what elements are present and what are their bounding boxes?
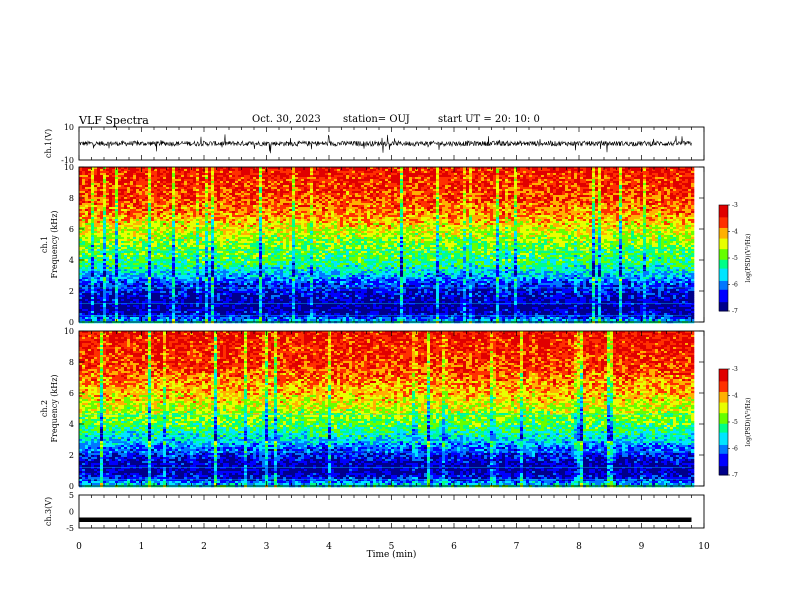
x-tick-label: 0 [76, 542, 82, 552]
ch1-spectrogram-ytick-label: 0 [69, 318, 74, 327]
ch1-spectrogram-ylabel-frequency: Frequency (kHz) [50, 210, 59, 278]
ch1-spectrogram-ytick-label: 10 [64, 163, 74, 172]
ch2-spectrogram-ytick-label: 8 [69, 358, 74, 367]
chart-title: VLF Spectra [79, 114, 149, 127]
ch2-spectrogram-ylabel-channel: ch.2 [40, 400, 49, 417]
ch3-ytick-label: 5 [69, 491, 74, 500]
date-label: Oct. 30, 2023 [252, 114, 321, 125]
x-tick-label: 10 [698, 542, 710, 552]
ch2-spectrogram-ytick-label: 2 [69, 451, 74, 460]
ch3-ylabel: ch.3(V) [44, 497, 53, 526]
ch2-spectrogram-colorbar-tick-label: -5 [732, 419, 738, 426]
ch1-ytick-label: -10 [61, 156, 74, 165]
ch2-spectrogram-colorbar-tick-label: -7 [732, 472, 738, 479]
ch2-spectrogram-colorbar-tick-label: -3 [732, 366, 738, 373]
x-tick-label: 1 [139, 542, 145, 552]
ch2-spectrogram-ytick-label: 0 [69, 482, 74, 491]
ch2-spectrogram-ytick-label: 6 [69, 389, 74, 398]
x-tick-label: 3 [264, 542, 270, 552]
ch1-spectrogram-colorbar-tick-label: -4 [732, 229, 738, 236]
ch1-spectrogram-ytick-label: 8 [69, 194, 74, 203]
x-tick-label: 7 [514, 542, 520, 552]
x-tick-label: 2 [201, 542, 207, 552]
x-tick-label: 5 [389, 542, 395, 552]
ch1-spectrogram-colorbar-tick-label: -7 [732, 308, 738, 315]
x-tick-label: 4 [326, 542, 332, 552]
ch2-spectrogram-heatmap [79, 331, 695, 488]
x-tick-label: 8 [576, 542, 582, 552]
ch1-spectrogram-ylabel-channel: ch.1 [40, 236, 49, 253]
ch1-spectrogram-colorbar-label: log(PSD)(V²/Hz) [745, 234, 752, 283]
ch1-spectrogram-ytick-label: 2 [69, 287, 74, 296]
ch2-spectrogram-ytick-label: 10 [64, 327, 74, 336]
ch3-ytick-label: -5 [66, 524, 74, 533]
start-time-label: start UT = 20: 10: 0 [438, 114, 540, 125]
ch1-waveform-line [78, 134, 692, 154]
ch3-ytick-label: 0 [69, 508, 74, 517]
ch1-spectrogram-colorbar-tick-label: -6 [732, 282, 738, 289]
ch2-spectrogram-colorbar-tick-label: -4 [732, 393, 738, 400]
x-tick-label: 9 [639, 542, 645, 552]
ch1-spectrogram-ytick-label: 6 [69, 225, 74, 234]
ch1-ylabel: ch.1(V) [44, 129, 53, 158]
ch1-spectrogram-colorbar-tick-label: -5 [732, 255, 738, 262]
x-tick-label: 6 [451, 542, 457, 552]
x-axis-label: Time (min) [367, 549, 417, 560]
ch2-spectrogram-ytick-label: 4 [69, 420, 74, 429]
ch1-ytick-label: 10 [64, 123, 74, 132]
ch1-spectrogram-ytick-label: 4 [69, 256, 74, 265]
ch2-spectrogram-colorbar-tick-label: -6 [732, 446, 738, 453]
ch1-spectrogram-colorbar-tick-label: -3 [732, 202, 738, 209]
ch2-spectrogram-ylabel-frequency: Frequency (kHz) [50, 374, 59, 442]
ch2-spectrogram-colorbar-label: log(PSD)(V²/Hz) [745, 398, 752, 447]
ch1-spectrogram-heatmap [79, 167, 695, 324]
station-label: station= OUJ [343, 114, 410, 125]
